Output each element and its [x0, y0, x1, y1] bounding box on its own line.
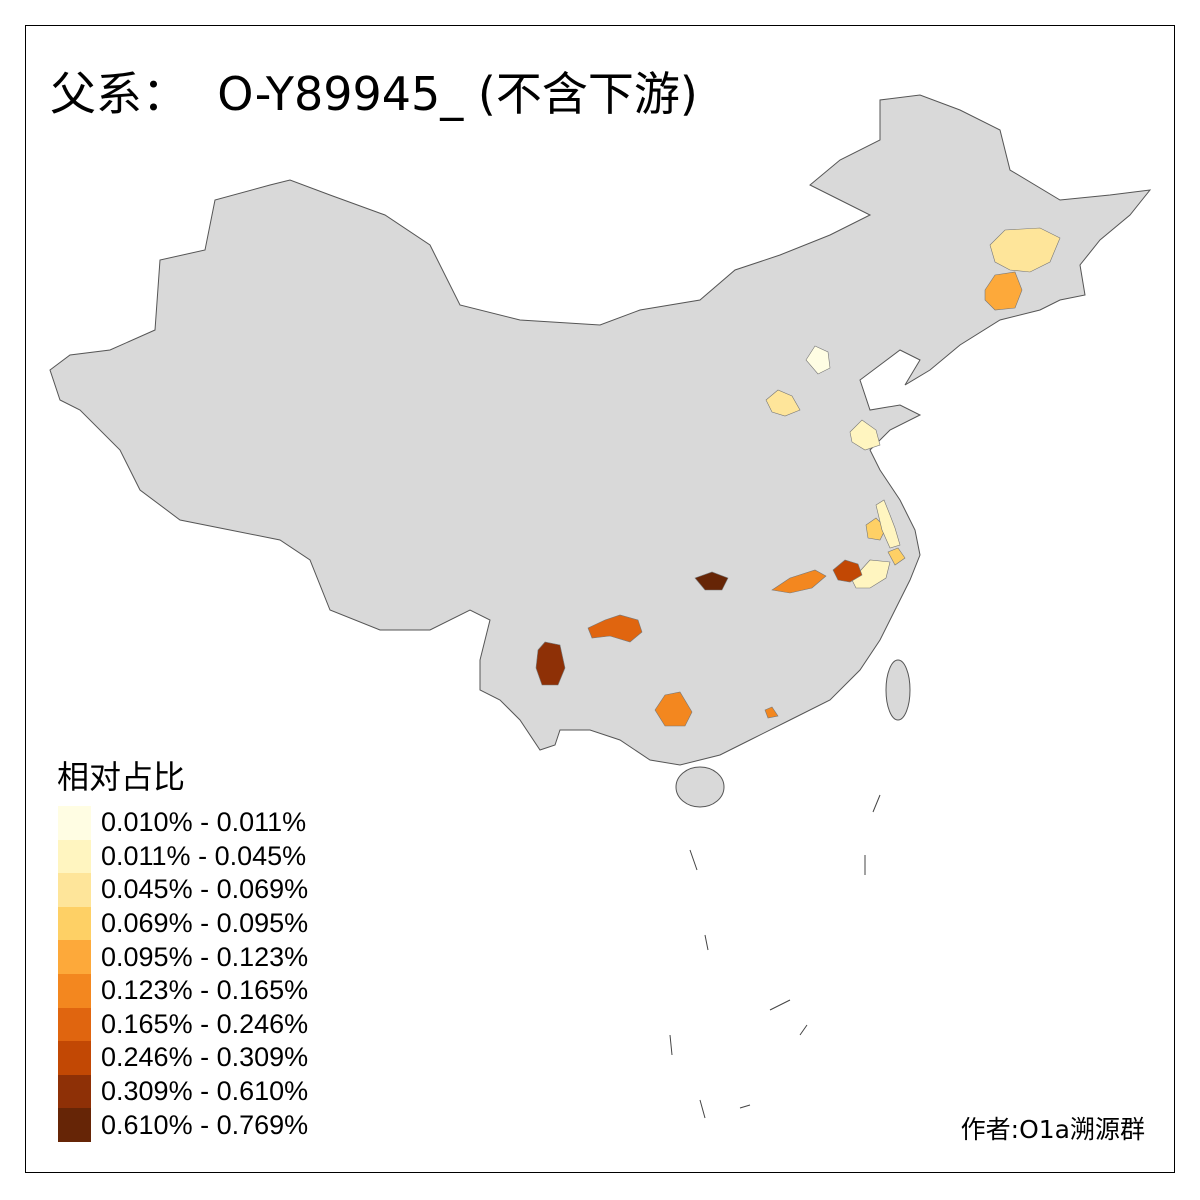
legend-label: 0.309% - 0.610%	[101, 1076, 309, 1107]
legend-item: 0.123% - 0.165%	[58, 974, 308, 1008]
legend-item: 0.010% - 0.011%	[58, 806, 306, 840]
region	[832, 559, 863, 583]
legend-item: 0.011% - 0.045%	[58, 839, 307, 874]
region	[887, 547, 906, 566]
legend-swatch	[58, 1108, 91, 1142]
legend-swatch	[58, 1041, 91, 1075]
legend-label: 0.095% - 0.123%	[101, 941, 309, 972]
map-frame	[25, 25, 1175, 1173]
legend-label: 0.246% - 0.309%	[101, 1042, 309, 1073]
hainan-island	[675, 766, 725, 808]
region	[587, 614, 643, 643]
region	[765, 389, 801, 417]
legend-item: 0.165% - 0.246%	[58, 1007, 309, 1042]
legend-swatch	[58, 940, 91, 974]
legend-swatch	[58, 1074, 91, 1109]
legend-label: 0.045% - 0.069%	[101, 874, 309, 905]
region	[764, 706, 779, 719]
legend-label: 0.010% - 0.011%	[101, 807, 307, 838]
legend-item: 0.610% - 0.769%	[58, 1108, 308, 1142]
legend-swatch	[58, 806, 91, 840]
legend-item: 0.309% - 0.610%	[58, 1074, 309, 1109]
region	[851, 559, 891, 589]
legend-label: 0.069% - 0.095%	[101, 908, 309, 939]
region	[654, 691, 693, 727]
south-china-sea-islands	[669, 794, 881, 1119]
china-outline	[49, 94, 1152, 766]
legend-swatch	[58, 906, 91, 941]
region	[535, 641, 566, 686]
colored-regions	[535, 227, 1061, 727]
legend-label: 0.011% - 0.045%	[101, 840, 307, 871]
legend-label: 0.123% - 0.165%	[101, 975, 309, 1006]
taiwan-island	[885, 659, 911, 721]
legend-item: 0.069% - 0.095%	[58, 906, 309, 941]
map-title: 父系： O-Y89945_ (不含下游)	[50, 67, 698, 121]
legend-swatch	[58, 839, 91, 874]
region	[849, 419, 881, 451]
legend-item: 0.095% - 0.123%	[58, 940, 308, 974]
legend-swatch	[58, 873, 91, 907]
region	[875, 499, 901, 549]
region	[694, 571, 729, 591]
region	[984, 271, 1023, 311]
legend-title: 相对占比	[57, 758, 186, 796]
author-credit: 作者:O1a溯源群	[960, 1115, 1145, 1144]
region	[771, 569, 827, 594]
region	[989, 227, 1061, 273]
legend-swatch	[58, 974, 91, 1008]
region	[805, 345, 831, 375]
legend-item: 0.045% - 0.069%	[58, 873, 308, 907]
legend-label: 0.165% - 0.246%	[101, 1008, 309, 1039]
legend-item: 0.246% - 0.309%	[58, 1041, 308, 1075]
legend-swatch	[58, 1007, 91, 1042]
legend-label: 0.610% - 0.769%	[101, 1109, 309, 1140]
